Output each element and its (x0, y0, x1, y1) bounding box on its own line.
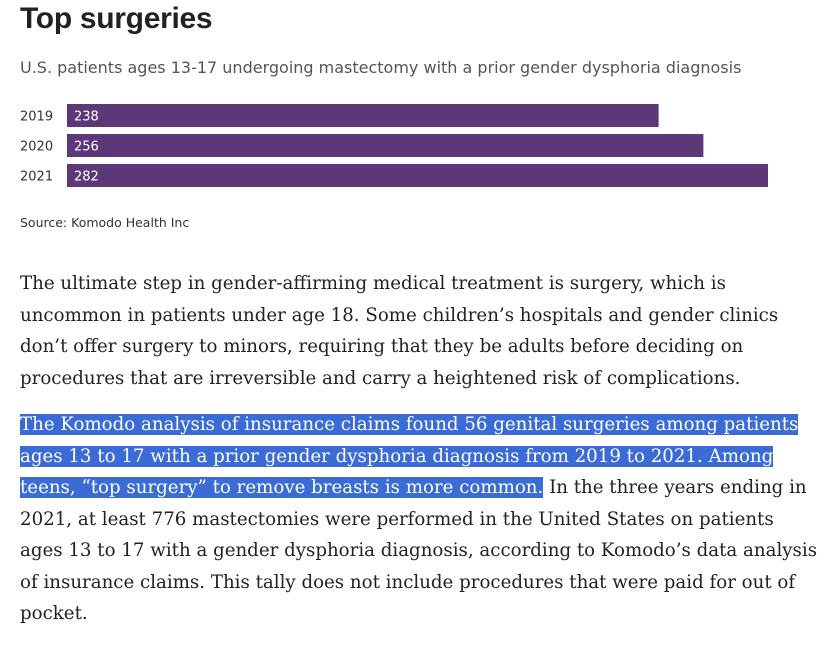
category-label-2019: 2019 (20, 110, 53, 125)
category-label-2020: 2020 (20, 140, 53, 155)
bar-chart: 2019 238 2020 256 2021 282 (20, 104, 768, 187)
value-label-2019: 238 (74, 110, 99, 125)
value-label-2021: 282 (74, 170, 99, 185)
article-paragraph-2-rest: In the three years ending in 2021, at le… (20, 477, 818, 624)
highlighted-text-selection[interactable]: The Komodo analysis of insurance claims … (20, 414, 799, 498)
chart-title: Top surgeries (20, 2, 213, 35)
chart-subtitle: U.S. patients ages 13-17 undergoing mast… (20, 58, 742, 77)
article-paragraph-1: The ultimate step in gender-affirming me… (20, 273, 779, 389)
category-label-2021: 2021 (20, 170, 53, 185)
article-paragraph-2: The Komodo analysis of insurance claims … (20, 409, 820, 630)
bar-2021 (67, 164, 768, 187)
article-body: The ultimate step in gender-affirming me… (20, 268, 820, 645)
value-label-2020: 256 (74, 140, 99, 155)
chart-source: Source: Komodo Health Inc (20, 215, 190, 230)
bar-2020 (67, 134, 704, 157)
bar-2019 (67, 104, 659, 127)
